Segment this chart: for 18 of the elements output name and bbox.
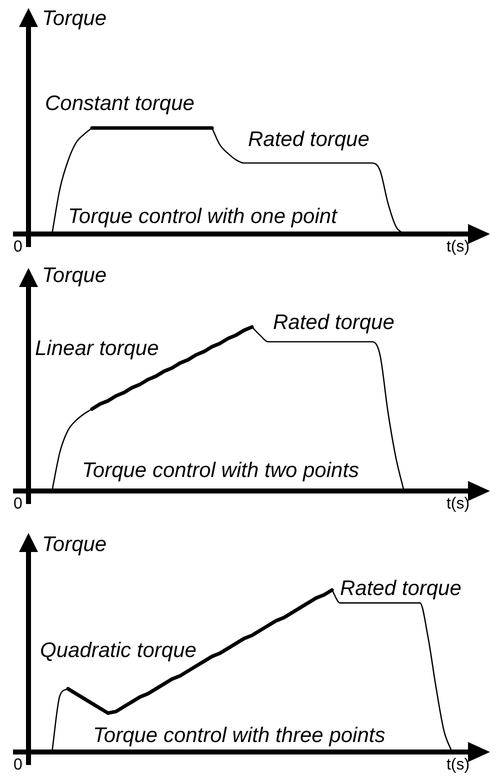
x-axis-title: t(s) bbox=[446, 238, 470, 256]
text: Torque control with one point bbox=[68, 205, 338, 228]
series-label: Rated torque bbox=[248, 128, 370, 151]
series-label: Rated torque bbox=[273, 311, 394, 334]
text: 0 bbox=[14, 495, 23, 512]
series-label: Quadratic torque bbox=[40, 639, 196, 662]
y-axis-title: Torque bbox=[42, 533, 107, 556]
series-label: Constant torque bbox=[45, 92, 194, 115]
text: 0 bbox=[14, 238, 23, 256]
x-axis-title: t(s) bbox=[446, 756, 470, 774]
series-label: Linear torque bbox=[35, 337, 159, 360]
text: 0 bbox=[14, 756, 23, 774]
y-axis-title: Torque bbox=[42, 7, 107, 30]
y-axis-title: Torque bbox=[42, 264, 107, 287]
x-axis-title: t(s) bbox=[446, 495, 470, 512]
text: Torque control with three points bbox=[93, 724, 386, 747]
text: Torque control with two points bbox=[82, 459, 360, 482]
series-label: Rated torque bbox=[340, 577, 462, 600]
